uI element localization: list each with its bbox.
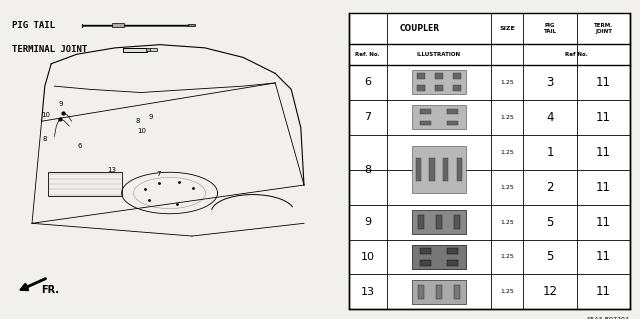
Text: PIG TAIL: PIG TAIL bbox=[12, 21, 54, 30]
Bar bbox=[412, 280, 466, 304]
Text: 7: 7 bbox=[156, 171, 161, 177]
Text: 1.25: 1.25 bbox=[500, 115, 514, 120]
Bar bbox=[349, 13, 630, 309]
Bar bbox=[418, 285, 424, 299]
Bar bbox=[429, 158, 435, 182]
Bar bbox=[435, 85, 443, 91]
Text: 9: 9 bbox=[58, 101, 63, 107]
Text: 10: 10 bbox=[42, 113, 51, 118]
Text: 11: 11 bbox=[596, 286, 611, 299]
Text: 6: 6 bbox=[77, 143, 83, 149]
Bar bbox=[188, 24, 195, 26]
Text: 10: 10 bbox=[361, 252, 375, 262]
Text: SIZE: SIZE bbox=[499, 26, 515, 31]
Bar bbox=[146, 48, 151, 51]
Text: 8: 8 bbox=[364, 165, 371, 174]
Bar bbox=[454, 215, 460, 229]
Bar bbox=[412, 210, 466, 234]
Text: Ref No.: Ref No. bbox=[566, 52, 588, 57]
Text: FR.: FR. bbox=[42, 285, 60, 295]
Bar bbox=[420, 248, 431, 254]
Text: 1.25: 1.25 bbox=[500, 150, 514, 155]
Bar bbox=[412, 245, 466, 269]
Text: 11: 11 bbox=[596, 216, 611, 228]
Bar bbox=[150, 48, 157, 51]
Text: PIG
TAIL: PIG TAIL bbox=[543, 23, 557, 34]
Text: 1.25: 1.25 bbox=[500, 80, 514, 85]
Text: 6: 6 bbox=[364, 77, 371, 87]
Text: 1.25: 1.25 bbox=[500, 219, 514, 225]
Bar bbox=[436, 285, 442, 299]
Text: 8: 8 bbox=[135, 118, 140, 124]
Bar bbox=[412, 146, 466, 193]
Text: 10: 10 bbox=[138, 129, 147, 134]
Text: 11: 11 bbox=[596, 145, 611, 159]
Bar bbox=[453, 85, 461, 91]
Text: 4: 4 bbox=[547, 111, 554, 124]
Bar bbox=[412, 70, 466, 94]
Bar bbox=[447, 109, 458, 114]
Bar bbox=[447, 248, 458, 254]
Text: 3: 3 bbox=[547, 76, 554, 89]
Bar bbox=[416, 158, 421, 182]
Text: 11: 11 bbox=[596, 181, 611, 194]
Text: 1.25: 1.25 bbox=[500, 255, 514, 259]
Text: 2: 2 bbox=[547, 181, 554, 194]
Text: 5: 5 bbox=[547, 250, 554, 263]
Text: COUPLER: COUPLER bbox=[400, 24, 440, 33]
Bar bbox=[112, 23, 124, 27]
Text: 13: 13 bbox=[361, 287, 375, 297]
Bar bbox=[420, 121, 431, 125]
Bar bbox=[453, 73, 461, 79]
Bar bbox=[417, 85, 425, 91]
Text: 8: 8 bbox=[42, 136, 47, 142]
Bar bbox=[420, 109, 431, 114]
Text: 7: 7 bbox=[364, 112, 371, 122]
Text: 9: 9 bbox=[364, 217, 371, 227]
Text: 9: 9 bbox=[148, 115, 153, 120]
Bar bbox=[447, 260, 458, 266]
Text: 13: 13 bbox=[108, 167, 116, 173]
Bar bbox=[456, 158, 462, 182]
Bar bbox=[418, 215, 424, 229]
Bar bbox=[417, 73, 425, 79]
Text: ILLUSTRATION: ILLUSTRATION bbox=[417, 52, 461, 57]
Bar bbox=[412, 105, 466, 129]
Text: 11: 11 bbox=[596, 76, 611, 89]
Bar bbox=[436, 215, 442, 229]
Bar bbox=[454, 285, 460, 299]
Text: 1.25: 1.25 bbox=[500, 289, 514, 294]
Text: 12: 12 bbox=[543, 286, 557, 299]
Bar bbox=[412, 210, 466, 234]
Bar bbox=[420, 260, 431, 266]
Bar bbox=[443, 158, 449, 182]
Bar bbox=[123, 48, 147, 52]
Text: TERM.
JOINT: TERM. JOINT bbox=[594, 23, 613, 34]
Text: Ref. No.: Ref. No. bbox=[355, 52, 380, 57]
Text: 11: 11 bbox=[596, 250, 611, 263]
Text: 1.25: 1.25 bbox=[500, 185, 514, 189]
Bar bbox=[48, 172, 122, 196]
Text: 1: 1 bbox=[547, 145, 554, 159]
Text: S5A3-B0720A: S5A3-B0720A bbox=[588, 317, 630, 319]
Bar bbox=[412, 280, 466, 304]
Bar bbox=[412, 245, 466, 269]
Bar bbox=[435, 73, 443, 79]
Text: 11: 11 bbox=[596, 111, 611, 124]
Text: TERMINAL JOINT: TERMINAL JOINT bbox=[12, 45, 87, 54]
Bar bbox=[447, 121, 458, 125]
Text: 5: 5 bbox=[547, 216, 554, 228]
